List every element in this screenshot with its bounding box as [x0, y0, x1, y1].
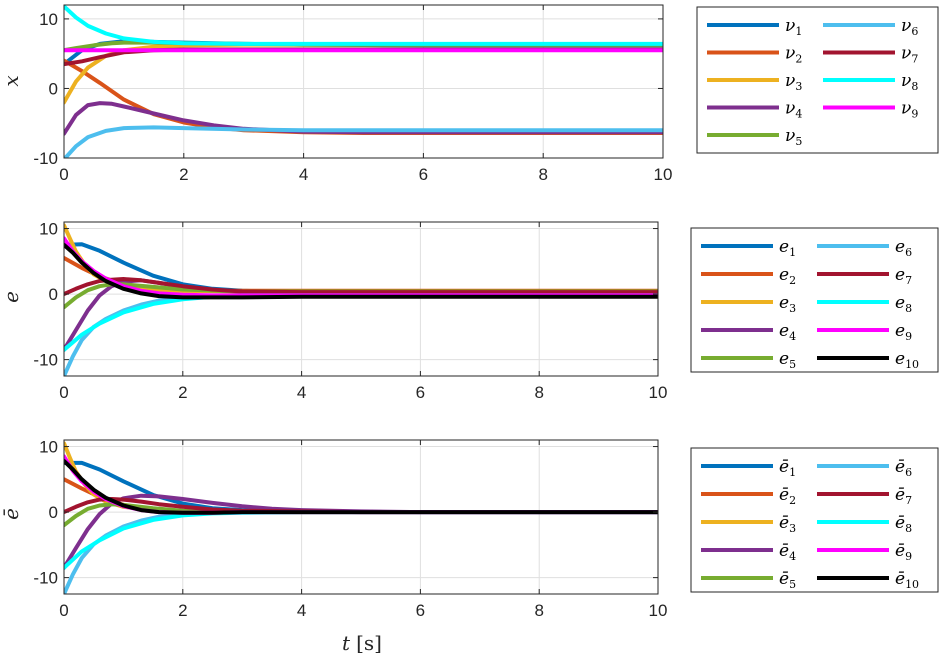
- x-tick-label: 8: [534, 601, 543, 620]
- legend-entry-label: ē4: [779, 541, 796, 563]
- x-axis-variable: t: [342, 631, 351, 655]
- legend-entry-label: e5: [779, 349, 796, 371]
- legend-entry-label: ē2: [779, 485, 796, 507]
- y-axis-label: x: [0, 75, 23, 86]
- series-group: [64, 223, 658, 376]
- legend-entry-label: ē7: [895, 485, 912, 507]
- legend-entry-label: e3: [779, 293, 796, 315]
- x-tick-label: 8: [538, 165, 547, 184]
- series-line-e7: [64, 277, 658, 297]
- y-tick-label: -10: [33, 351, 58, 370]
- axes-box: [63, 221, 659, 377]
- legend-entry-label: e1: [779, 237, 796, 259]
- x-axis-unit: [s]: [356, 631, 382, 655]
- legend-entry-label: e10: [895, 349, 919, 371]
- legend-entry-label: ν6: [901, 16, 918, 38]
- legend-entry-label: e6: [895, 237, 912, 259]
- legend-entry-label: ē3: [779, 513, 796, 535]
- x-tick-label: 6: [419, 165, 428, 184]
- y-tick-label: 0: [49, 285, 58, 304]
- legend-entry-label: ē9: [895, 541, 912, 563]
- y-tick-label: 0: [49, 79, 58, 98]
- x-tick-label: 2: [178, 383, 187, 402]
- y-axis-label: e: [0, 291, 23, 303]
- legend-entry-label: e4: [779, 321, 796, 343]
- legend-entry-label: ē6: [895, 457, 912, 479]
- plot-area: [64, 5, 663, 158]
- plot-area: [64, 222, 658, 376]
- x-tick-label: 2: [178, 601, 187, 620]
- x-tick-label: 8: [534, 383, 543, 402]
- x-tick-label: 10: [649, 383, 668, 402]
- legend: ν1 ν2 ν3 ν4 ν5 ν6 ν7 ν8 ν9: [696, 6, 939, 154]
- legend-entry-label: ν2: [785, 44, 802, 66]
- legend-entry-label: e7: [895, 265, 912, 287]
- legend-entry-label: ē1: [779, 457, 796, 479]
- legend-entry-label: e8: [895, 293, 912, 315]
- legend-entry-label: ν1: [785, 16, 802, 38]
- series-group: [64, 5, 663, 158]
- legend: e1 e2 e3 e4 e5 e6 e7 e8 e9 e10: [690, 227, 939, 373]
- legend-entry-label: ν8: [901, 71, 918, 93]
- x-tick-label: 10: [654, 165, 673, 184]
- x-axis-label: t [s]: [342, 631, 382, 655]
- legend-entry-label: ē8: [895, 513, 912, 535]
- y-tick-label: 10: [39, 220, 58, 239]
- x-tick-label: 0: [59, 601, 68, 620]
- series-line-ν4: [64, 101, 663, 136]
- x-tick-label: 2: [179, 165, 188, 184]
- y-tick-label: 0: [49, 503, 58, 522]
- series-line-ν6: [64, 125, 663, 158]
- legend-entry-label: ν4: [785, 99, 802, 121]
- x-tick-label: 4: [299, 165, 308, 184]
- y-tick-label: 10: [39, 10, 58, 29]
- series-line-e10: [64, 242, 658, 300]
- legend-entry-label: ν7: [901, 44, 918, 66]
- legend-entry-label: e2: [779, 265, 796, 287]
- y-tick-label: -10: [33, 149, 58, 168]
- x-tick-label: 4: [297, 601, 306, 620]
- y-axis-label: ē: [0, 508, 23, 520]
- x-tick-label: 6: [416, 383, 425, 402]
- series-line-ē10: [64, 459, 658, 515]
- legend-entry-label: ν9: [901, 99, 918, 121]
- x-tick-label: 10: [649, 601, 668, 620]
- series-line-ν8: [64, 5, 663, 46]
- legend-entry-label: ē5: [779, 569, 796, 591]
- legend-entry-label: ν3: [785, 71, 802, 93]
- legend-entry-label: ē10: [895, 569, 919, 591]
- series-group: [64, 441, 658, 594]
- legend: ē1 ē2 ē3 ē4 ē5 ē6 ē7 ē8 ē9 ē10: [690, 447, 939, 593]
- x-tick-label: 6: [416, 601, 425, 620]
- x-tick-label: 4: [297, 383, 306, 402]
- legend-entry-label: e9: [895, 321, 912, 343]
- axes-box: [63, 4, 664, 159]
- y-tick-label: -10: [33, 569, 58, 588]
- x-tick-label: 0: [59, 383, 68, 402]
- x-tick-label: 0: [59, 165, 68, 184]
- legend-entry-label: ν5: [785, 126, 802, 148]
- axes-box: [63, 439, 659, 595]
- y-tick-label: 10: [39, 438, 58, 457]
